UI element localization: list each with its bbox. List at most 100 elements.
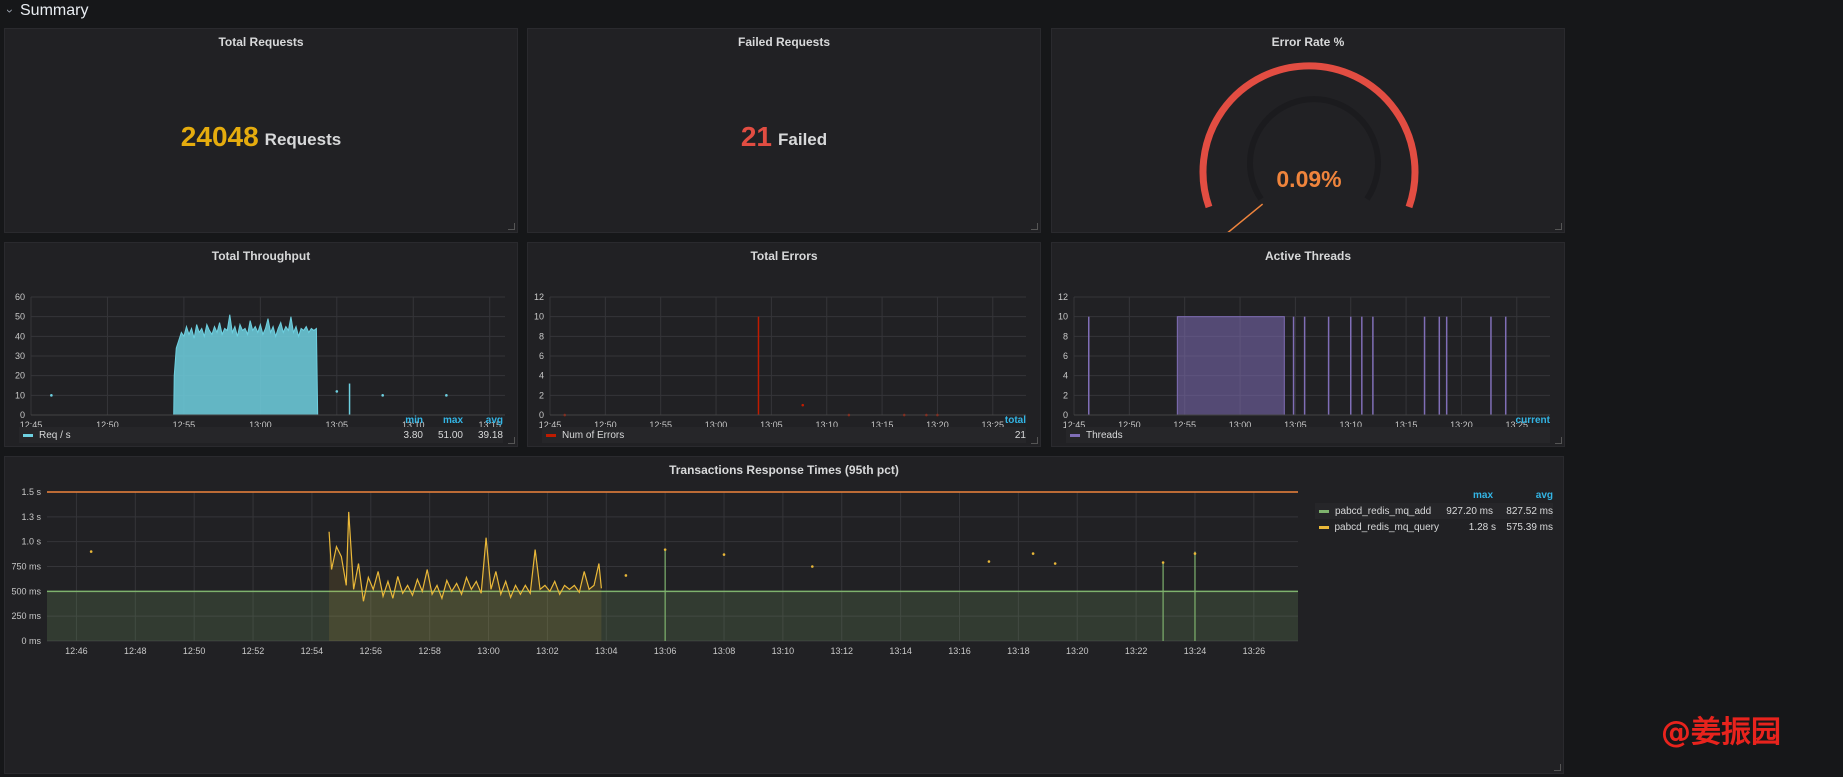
legend-label[interactable]: pabcd_redis_mq_query xyxy=(1334,521,1440,533)
legend-min: 3.80 xyxy=(403,429,423,441)
y-tick-label: 0 ms xyxy=(21,636,41,646)
x-tick-label: 12:55 xyxy=(649,420,672,430)
panel-failed-requests[interactable]: Failed Requests 21 Failed xyxy=(527,28,1041,233)
legend-row[interactable]: pabcd_redis_mq_add 927.20 ms 827.52 ms xyxy=(1315,503,1553,519)
legend-header-max: max xyxy=(442,415,463,426)
legend-swatch xyxy=(546,433,556,437)
panel-total-requests[interactable]: Total Requests 24048 Requests xyxy=(4,28,518,233)
gauge-needle xyxy=(1227,203,1264,232)
y-tick-label: 0 xyxy=(539,410,544,420)
legend-swatch xyxy=(1070,433,1080,437)
legend-label[interactable]: Threads xyxy=(1086,429,1123,441)
panel-title[interactable]: Total Requests xyxy=(218,35,304,49)
panel-title[interactable]: Total Errors xyxy=(750,249,818,263)
panel-total-errors[interactable]: Total Errors 0 2 4 6 8 10 12 12:45 12:50 12:55 13:… xyxy=(527,242,1041,447)
x-tick-label: 12:56 xyxy=(360,646,383,656)
resize-handle[interactable] xyxy=(1555,223,1562,230)
y-tick-label: 60 xyxy=(15,292,25,302)
series-point xyxy=(89,550,93,553)
y-tick-label: 4 xyxy=(1063,371,1068,381)
panel-error-rate[interactable]: Error Rate % 0.09% xyxy=(1051,28,1565,233)
errors-graph[interactable]: 0 2 4 6 8 10 12 12:45 12:50 12:55 13:00 13:05 13:10 1… xyxy=(528,265,1040,430)
panel-title[interactable]: Error Rate % xyxy=(1271,35,1345,49)
legend-label[interactable]: pabcd_redis_mq_add xyxy=(1335,505,1432,517)
x-tick-label: 13:14 xyxy=(889,646,912,656)
series-point xyxy=(50,394,53,397)
panel-title[interactable]: Failed Requests xyxy=(737,35,831,49)
panel-title[interactable]: Active Threads xyxy=(1264,249,1352,263)
legend-max: 927.20 ms xyxy=(1446,505,1493,517)
x-tick-label: 13:10 xyxy=(772,646,795,656)
panel-active-threads[interactable]: Active Threads 0 2 4 6 8 10 12 12:45 12:50 12:55 1… xyxy=(1051,242,1565,447)
stat-unit: Failed xyxy=(778,129,828,149)
panel-total-throughput[interactable]: Total Throughput 0 10 20 30 40 50 60 12:45 12:50… xyxy=(4,242,518,447)
legend-row[interactable]: pabcd_redis_mq_query 1.28 s 575.39 ms xyxy=(1315,519,1553,535)
legend-swatch xyxy=(1319,509,1329,513)
y-tick-label: 6 xyxy=(1063,351,1068,361)
legend-row[interactable]: Threads xyxy=(1066,427,1550,443)
x-tick-label: 13:00 xyxy=(249,420,272,430)
stat-value: 21 xyxy=(740,120,773,152)
x-tick-label: 12:50 xyxy=(1118,420,1141,430)
y-tick-label: 0 xyxy=(1063,410,1068,420)
x-tick-label: 13:00 xyxy=(477,646,500,656)
panel-title[interactable]: Total Throughput xyxy=(211,249,311,263)
y-tick-label: 8 xyxy=(539,331,544,341)
y-tick-label: 30 xyxy=(15,351,25,361)
legend-max: 51.00 xyxy=(437,429,463,441)
legend-header-total: total xyxy=(1004,415,1026,426)
x-tick-label: 13:20 xyxy=(1450,420,1473,430)
response-times-graph[interactable]: 0 ms 250 ms 500 ms 750 ms 1.0 s 1.3 s 1.5 s 12:… xyxy=(5,479,1305,775)
resize-handle[interactable] xyxy=(1031,437,1038,444)
x-tick-label: 12:50 xyxy=(594,420,617,430)
x-tick-label: 12:46 xyxy=(65,646,88,656)
y-tick-label: 1.0 s xyxy=(21,537,41,547)
y-tick-label: 1.5 s xyxy=(21,487,41,497)
legend-avg: 827.52 ms xyxy=(1506,505,1553,517)
gauge-inner-ring xyxy=(1247,96,1381,201)
series-point xyxy=(801,403,805,407)
legend-label[interactable]: Num of Errors xyxy=(562,429,625,441)
resize-handle[interactable] xyxy=(1554,764,1561,771)
x-tick-label: 12:50 xyxy=(183,646,206,656)
x-tick-label: 12:48 xyxy=(124,646,147,656)
x-tick-label: 13:18 xyxy=(1007,646,1030,656)
x-tick-label: 13:12 xyxy=(830,646,853,656)
y-tick-label: 6 xyxy=(539,351,544,361)
legend-header-min: min xyxy=(405,415,423,426)
legend: total Num of Errors 21 xyxy=(542,415,1026,443)
x-tick-label: 13:15 xyxy=(1395,420,1418,430)
y-tick-label: 12 xyxy=(534,292,544,302)
resize-handle[interactable] xyxy=(508,437,515,444)
resize-handle[interactable] xyxy=(508,223,515,230)
legend-label[interactable]: Req / s xyxy=(39,429,71,441)
x-tick-label: 12:54 xyxy=(301,646,324,656)
throughput-graph[interactable]: 0 10 20 30 40 50 60 12:45 12:50 12:55 13:00 13:05 13… xyxy=(5,265,517,430)
legend-max: 1.28 s xyxy=(1468,521,1497,533)
legend-row[interactable]: Num of Errors 21 xyxy=(542,427,1026,443)
panel-response-times[interactable]: Transactions Response Times (95th pct) 0… xyxy=(4,456,1564,774)
series-point xyxy=(1193,552,1197,555)
x-tick-label: 13:05 xyxy=(1284,420,1307,430)
y-tick-label: 4 xyxy=(539,371,544,381)
x-tick-label: 13:22 xyxy=(1125,646,1148,656)
chevron-down-icon[interactable]: › xyxy=(3,9,17,13)
legend-row[interactable]: Req / s 3.80 51.00 39.18 xyxy=(19,427,503,443)
x-tick-label: 13:05 xyxy=(760,420,783,430)
threads-graph[interactable]: 0 2 4 6 8 10 12 12:45 12:50 12:55 13:00 13:05 13:10 1… xyxy=(1052,265,1564,430)
x-tick-label: 12:50 xyxy=(96,420,119,430)
series-point xyxy=(722,553,726,556)
legend-header-current: current xyxy=(1515,415,1550,426)
panel-title[interactable]: Transactions Response Times (95th pct) xyxy=(669,463,899,477)
row-header[interactable]: › Summary xyxy=(3,0,88,22)
x-tick-label: 13:00 xyxy=(705,420,728,430)
x-tick-label: 13:25 xyxy=(1506,420,1529,430)
resize-handle[interactable] xyxy=(1555,437,1562,444)
resize-handle[interactable] xyxy=(1031,223,1038,230)
legend-header-max: max xyxy=(1472,490,1493,501)
y-tick-label: 2 xyxy=(1063,390,1068,400)
y-tick-label: 1.3 s xyxy=(21,512,41,522)
series-point xyxy=(381,394,384,397)
legend-header-avg: avg xyxy=(1535,490,1553,501)
x-tick-label: 13:20 xyxy=(926,420,949,430)
